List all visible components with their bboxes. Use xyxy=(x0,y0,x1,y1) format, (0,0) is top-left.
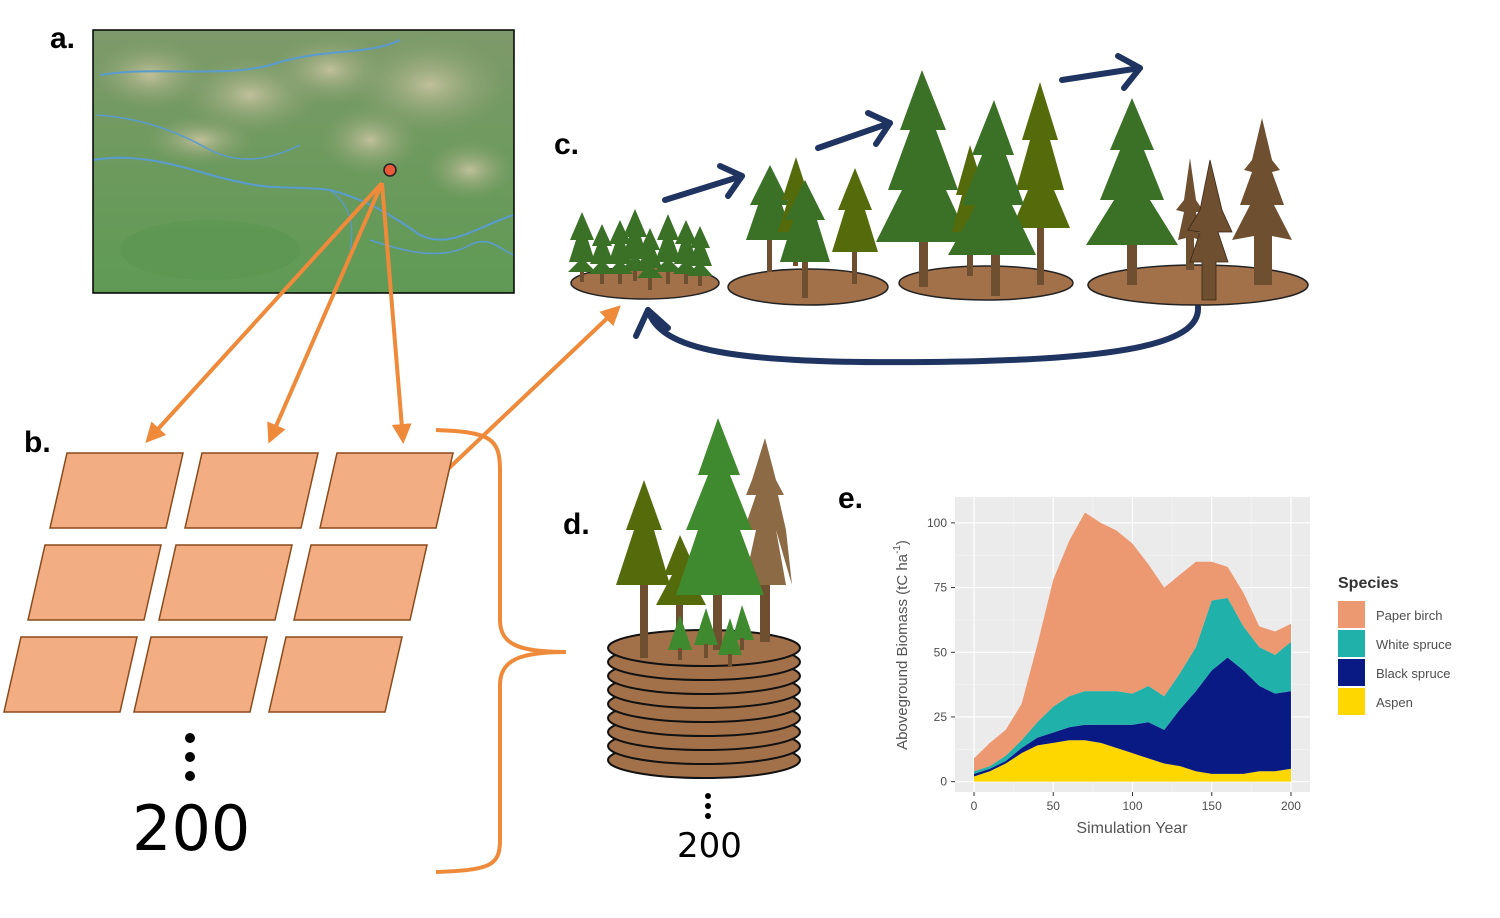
plot-grid xyxy=(3,452,454,713)
y-tick-label: 50 xyxy=(934,645,948,659)
plot-cell xyxy=(49,452,184,529)
area-paper-birch xyxy=(974,512,1291,772)
area-aspen xyxy=(974,740,1291,782)
x-tick-label: 50 xyxy=(1047,799,1061,813)
y-tick-label: 0 xyxy=(940,775,947,789)
river xyxy=(96,114,301,160)
plot-cell xyxy=(319,452,454,529)
young-trees xyxy=(746,157,878,298)
replicate-stack xyxy=(607,418,801,819)
legend-label: Black spruce xyxy=(1376,666,1450,681)
stand-4 xyxy=(1087,264,1309,306)
mature-trees xyxy=(876,70,1070,296)
x-tick-label: 200 xyxy=(1281,799,1301,813)
site-to-plot-arrows xyxy=(145,181,621,490)
legend-swatch xyxy=(1338,630,1365,657)
seedlings xyxy=(568,209,713,290)
legend-swatch xyxy=(1338,601,1365,628)
site-marker xyxy=(383,163,397,177)
plot-cell xyxy=(184,452,319,529)
plot-cell xyxy=(27,544,162,621)
panel-label-c: c. xyxy=(554,128,580,161)
legend-label: Paper birch xyxy=(1376,608,1442,623)
replicate-count-small: 200 xyxy=(677,826,742,866)
y-axis-label: Aboveground Biomass (tC ha-1) xyxy=(892,540,911,750)
river xyxy=(93,156,514,241)
river xyxy=(99,39,401,76)
ellipsis-dots xyxy=(185,733,195,781)
x-tick-label: 0 xyxy=(971,799,978,813)
panel-label-d: d. xyxy=(563,508,590,541)
plot-cell xyxy=(293,544,428,621)
old-and-dead-trees xyxy=(1086,98,1292,301)
panel-label-a: a. xyxy=(50,22,76,55)
dead-tree xyxy=(1187,159,1233,301)
stand-3 xyxy=(898,265,1074,301)
legend-label: Aspen xyxy=(1376,695,1413,710)
plot-cell xyxy=(268,636,403,713)
terrain-map xyxy=(92,29,515,294)
legend-label: White spruce xyxy=(1376,637,1452,652)
x-axis-label: Simulation Year xyxy=(1076,820,1188,837)
plot-cell xyxy=(3,636,138,713)
succession-cycle xyxy=(568,53,1309,366)
panel-label-e: e. xyxy=(838,482,864,515)
legend-swatch xyxy=(1338,659,1365,686)
plot-cell xyxy=(158,544,293,621)
y-tick-label: 25 xyxy=(934,710,948,724)
legend-swatch xyxy=(1338,688,1365,715)
panel-label-b: b. xyxy=(24,426,51,459)
x-tick-label: 100 xyxy=(1122,799,1142,813)
plot-cell xyxy=(133,636,268,713)
dead-tree xyxy=(1176,158,1204,270)
biomass-chart: 0 25 50 75 100 0 50 100 150 200 Simulation Year A… xyxy=(892,497,1452,837)
y-tick-label: 100 xyxy=(927,516,947,530)
legend-title: Species xyxy=(1338,575,1399,592)
y-tick-label: 75 xyxy=(934,581,948,595)
area-white-spruce xyxy=(974,597,1291,774)
dead-tree xyxy=(744,438,792,585)
replicate-count-large: 200 xyxy=(132,792,251,865)
area-black-spruce xyxy=(974,657,1291,777)
x-tick-label: 150 xyxy=(1202,799,1222,813)
brace xyxy=(435,428,567,874)
dead-tree xyxy=(1232,118,1292,285)
river xyxy=(369,239,514,256)
